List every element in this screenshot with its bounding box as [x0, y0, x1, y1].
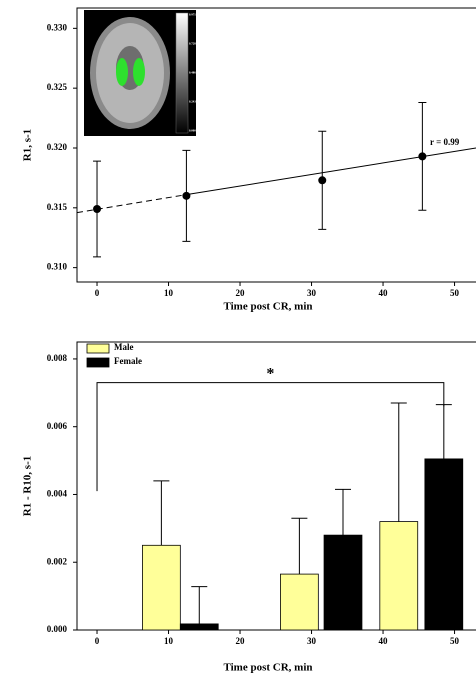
error-bar: [335, 489, 351, 535]
x-tick-label: 20: [236, 636, 246, 646]
y-tick-label: 0.315: [47, 202, 68, 212]
error-bar: [291, 518, 307, 574]
legend-swatch: [87, 344, 109, 353]
bar: [280, 574, 318, 630]
brain-inset: [84, 10, 196, 136]
y-tick-label: 0.320: [47, 142, 68, 152]
figure: 0.971 0.728 0.486 0.243 0.000 0.310 0.315 0.320…: [0, 0, 476, 677]
bar: [142, 545, 180, 630]
bar: [380, 522, 418, 630]
x-tick-label: 0: [95, 288, 100, 298]
data-point: [182, 192, 190, 200]
legend-label: Male: [114, 342, 134, 352]
colorbar-label: 0.728: [189, 42, 196, 46]
x-tick-label: 50: [450, 288, 460, 298]
data-point: [318, 176, 326, 184]
y-tick-label: 0.325: [47, 82, 68, 92]
fit-line: [186, 148, 476, 195]
legend-swatch: [87, 358, 109, 367]
y-tick-label: 0.000: [47, 624, 68, 634]
y-tick-label: 0.008: [47, 353, 68, 363]
error-bar: [191, 587, 207, 624]
colorbar-label: 0.243: [189, 100, 196, 104]
x-tick-label: 30: [307, 636, 317, 646]
y-tick-label: 0.004: [47, 489, 68, 499]
legend-label: Female: [114, 356, 142, 366]
colorbar: [176, 13, 188, 133]
y-axis-label: R1, s-1: [22, 129, 34, 161]
data-point: [93, 205, 101, 213]
error-bar: [436, 405, 452, 459]
significance-label: *: [266, 365, 274, 382]
significance-bracket: [97, 383, 444, 491]
x-tick-label: 10: [164, 288, 174, 298]
x-axis-label: Time post CR, min: [223, 301, 312, 313]
data-point: [418, 152, 426, 160]
colorbar-label: 0.000: [189, 129, 196, 133]
colorbar-label: 0.486: [189, 71, 196, 75]
left-putamen: [116, 58, 128, 86]
x-tick-label: 50: [450, 636, 460, 646]
y-tick-label: 0.310: [47, 262, 68, 272]
bar: [324, 535, 362, 630]
y-tick-label: 0.330: [47, 22, 68, 32]
error-bar: [153, 481, 169, 545]
annotation: r = 0.99: [430, 137, 460, 147]
x-tick-label: 40: [379, 636, 389, 646]
error-bar: [391, 403, 407, 522]
colorbar-label: 0.971: [189, 13, 196, 17]
y-axis-label: R1 - R10, s-1: [22, 456, 34, 517]
bar: [180, 624, 218, 630]
x-tick-label: 10: [164, 636, 174, 646]
x-tick-label: 0: [95, 636, 100, 646]
bar: [425, 459, 463, 630]
x-axis-label: Time post CR, min: [223, 662, 312, 674]
x-tick-label: 20: [236, 288, 246, 298]
y-tick-label: 0.006: [47, 421, 68, 431]
y-tick-label: 0.002: [47, 556, 68, 566]
x-tick-label: 40: [379, 288, 389, 298]
x-tick-label: 30: [307, 288, 317, 298]
right-putamen: [133, 58, 145, 86]
